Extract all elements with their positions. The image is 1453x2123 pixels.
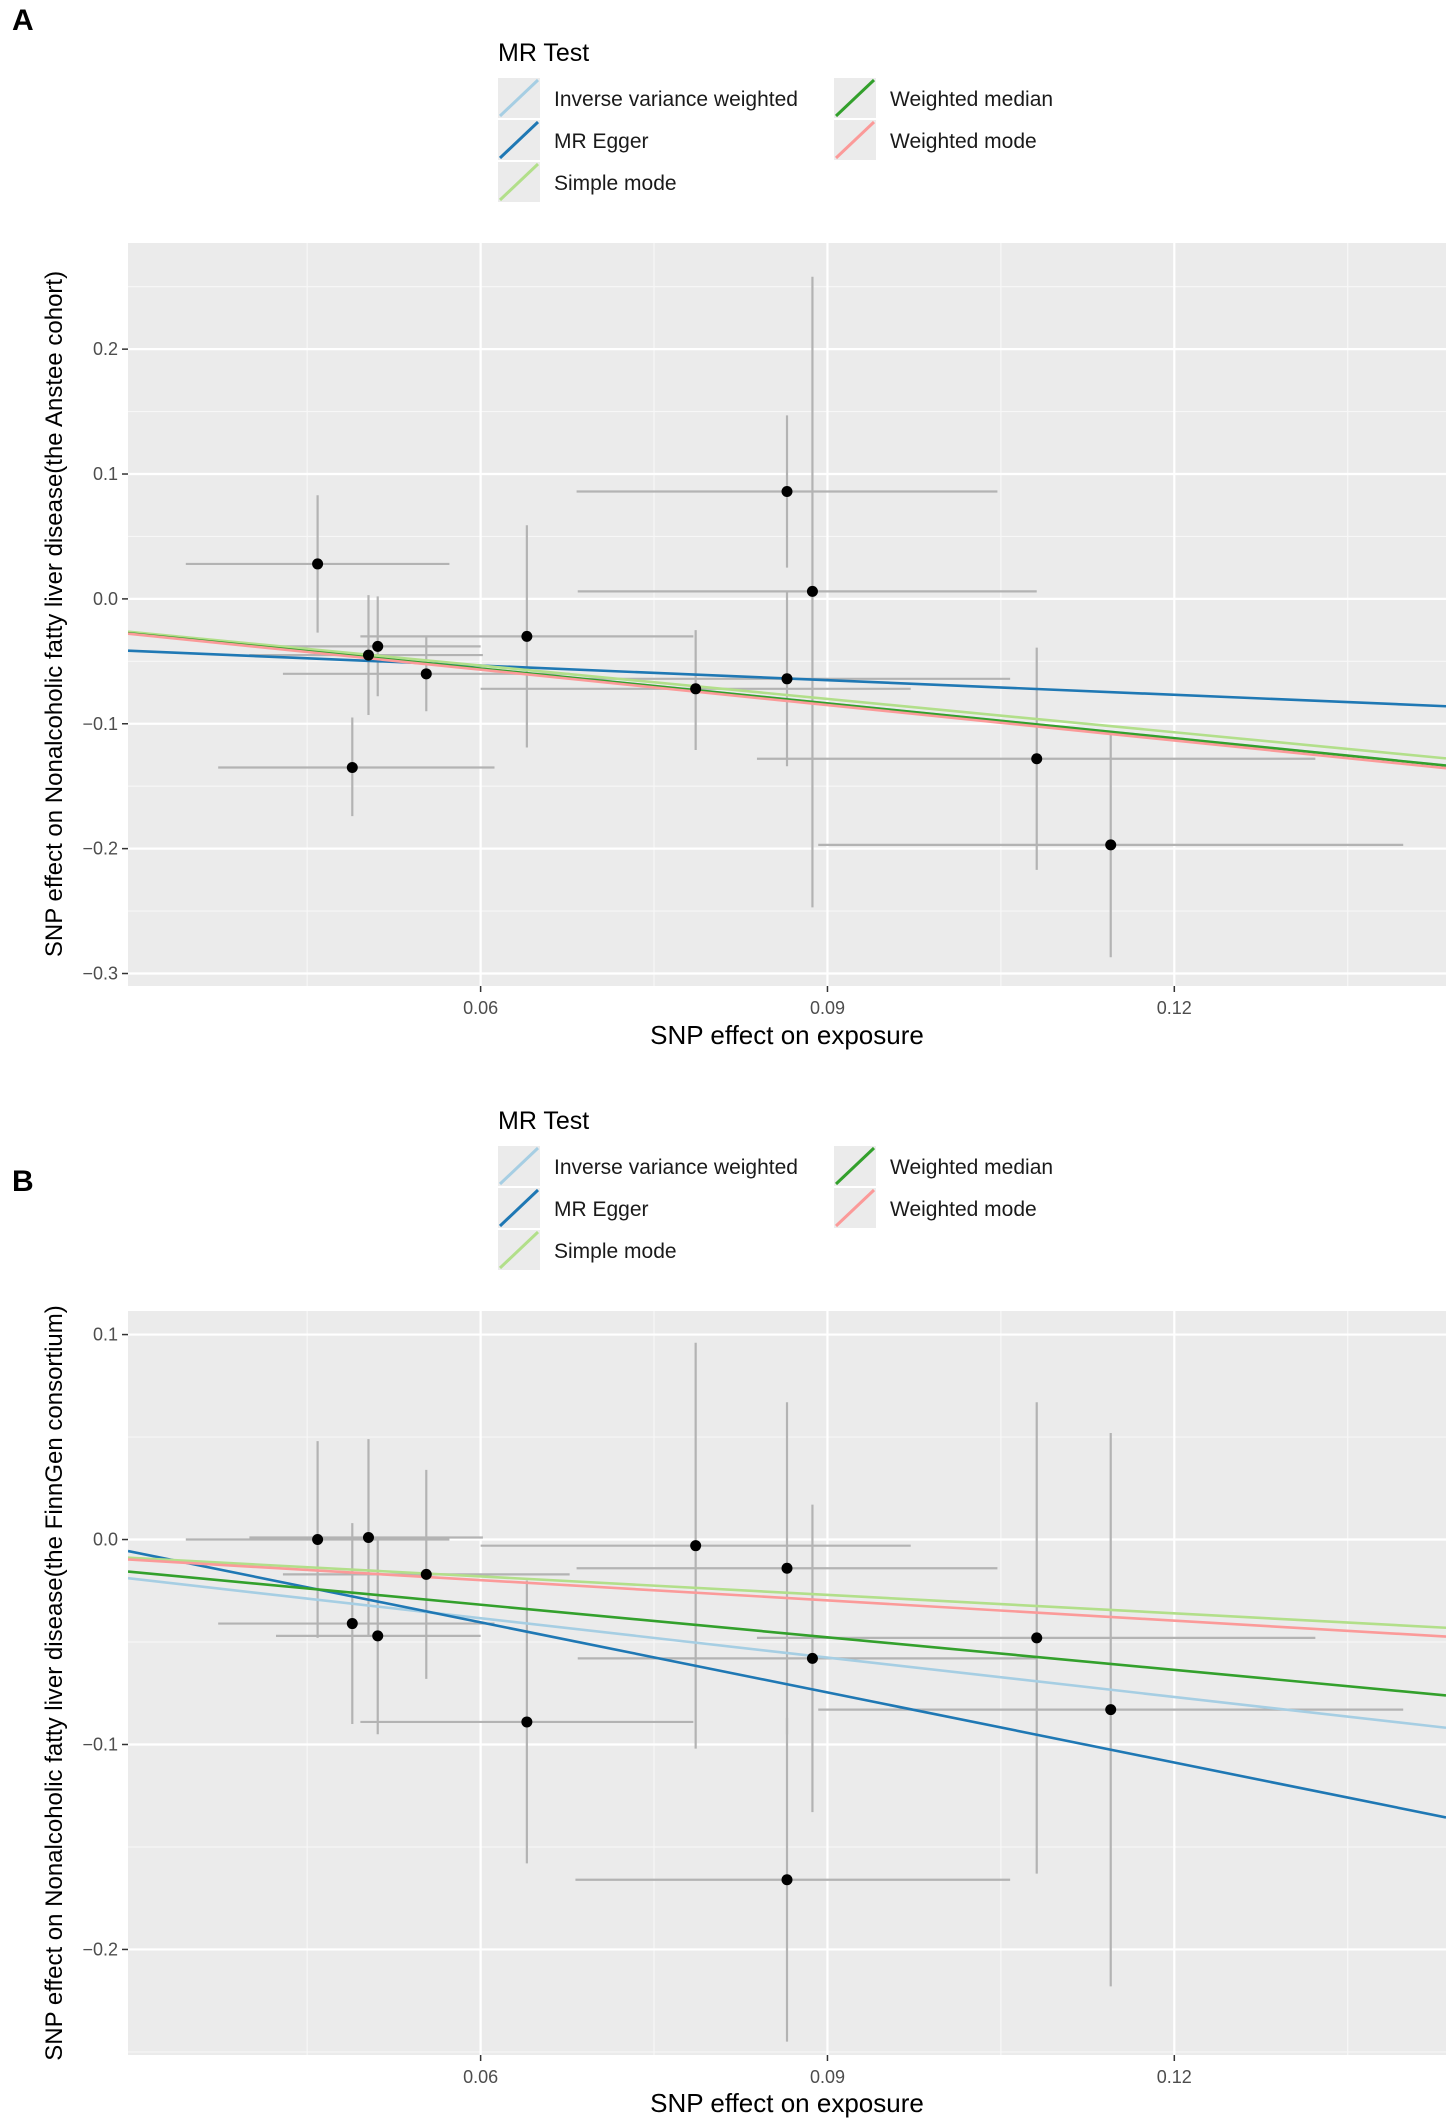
legend-label: MR Egger [554, 130, 649, 153]
regression-line-inverse-variance-weighted [128, 1576, 1446, 1730]
x-tick-label: 0.09 [810, 2067, 845, 2087]
legend-label: Simple mode [554, 1240, 677, 1263]
data-point [420, 668, 432, 680]
plot-area [128, 243, 1446, 986]
data-point [806, 1652, 818, 1664]
regression-line-simple-mode [128, 1556, 1446, 1630]
legend-label: Weighted mode [890, 130, 1037, 153]
legend-label: Inverse variance weighted [554, 1156, 798, 1179]
regression-line-weighted-mode [128, 632, 1446, 770]
y-tick-label: −0.2 [82, 839, 118, 859]
y-tick-label: 0.1 [93, 1325, 118, 1345]
legend-swatch [834, 78, 876, 118]
data-point [312, 558, 324, 570]
x-axis-title: SNP effect on exposure [650, 1020, 924, 1050]
data-point [690, 683, 702, 695]
legend-item-weighted-mode: Weighted mode [834, 1188, 1037, 1228]
legend-swatch [834, 1146, 876, 1186]
y-tick-label: 0.2 [93, 339, 118, 359]
data-point [1031, 753, 1043, 765]
y-tick-label: 0.1 [93, 464, 118, 484]
panel-label: B [12, 1165, 34, 1198]
data-point [781, 485, 793, 497]
data-point [420, 1568, 432, 1580]
legend-item-simple-mode: Simple mode [498, 162, 677, 202]
legend-label: Weighted median [890, 88, 1053, 111]
y-tick-label: −0.1 [82, 1734, 118, 1754]
plot-area [128, 1311, 1446, 2055]
axes: 0.06 0.09 0.12 0.2 0.1 0.0 −0.1 −0.2 −0.3 [82, 339, 1191, 1018]
data-point [346, 761, 358, 773]
legend-item-inverse-variance-weighted: Inverse variance weighted [498, 1146, 798, 1186]
x-axis-title: SNP effect on exposure [650, 2088, 924, 2118]
data-point [806, 585, 818, 597]
legend-item-simple-mode: Simple mode [498, 1230, 677, 1270]
legend-item-mr-egger: MR Egger [498, 1188, 649, 1228]
legend-swatch [498, 1146, 540, 1186]
panel-label: A [12, 4, 34, 37]
regression-line-weighted-median [128, 1570, 1446, 1697]
legend-title: MR Test [498, 39, 589, 67]
legend-label: Inverse variance weighted [554, 88, 798, 111]
legend-item-weighted-median: Weighted median [834, 1146, 1053, 1186]
legend-swatch [498, 120, 540, 160]
legend-swatch [498, 78, 540, 118]
x-tick-label: 0.09 [810, 998, 845, 1018]
y-tick-label: 0.0 [93, 589, 118, 609]
legend-swatch [498, 162, 540, 202]
data-point [521, 1716, 533, 1728]
data-point [312, 1534, 324, 1546]
legend-item-inverse-variance-weighted: Inverse variance weighted [498, 78, 798, 118]
data-marks [128, 1342, 1446, 2042]
legend-item-weighted-mode: Weighted mode [834, 120, 1037, 160]
y-tick-label: −0.2 [82, 1939, 118, 1959]
data-point [781, 1562, 793, 1574]
regression-line-weighted-mode [128, 1558, 1446, 1638]
legend-label: Weighted mode [890, 1198, 1037, 1221]
legend-swatch [834, 120, 876, 160]
legend-label: MR Egger [554, 1198, 649, 1221]
x-tick-label: 0.06 [463, 998, 498, 1018]
y-tick-label: −0.3 [82, 964, 118, 984]
legend: MR Test Inverse variance weighted MR Egg… [498, 1107, 1053, 1270]
data-point [690, 1540, 702, 1552]
legend-label: Simple mode [554, 172, 677, 195]
legend-label: Weighted median [890, 1156, 1053, 1179]
data-point [346, 1618, 358, 1630]
axes: 0.06 0.09 0.12 0.1 0.0 −0.1 −0.2 [82, 1325, 1191, 2087]
data-point [372, 640, 384, 652]
y-tick-label: 0.0 [93, 1530, 118, 1550]
data-point [781, 673, 793, 685]
y-axis-title: SNP effect on Nonalcoholic fatty liver d… [41, 1305, 68, 2060]
data-point [1105, 1704, 1117, 1716]
legend-swatch [834, 1188, 876, 1228]
legend: MR Test Inverse variance weighted MR Egg… [498, 39, 1053, 202]
data-point [362, 649, 374, 661]
data-point [1031, 1632, 1043, 1644]
legend-swatch [498, 1188, 540, 1228]
data-marks [128, 276, 1446, 958]
panel-a: A MR Test Inverse variance weighted MR E… [12, 4, 1446, 1050]
y-tick-label: −0.1 [82, 714, 118, 734]
legend-item-weighted-median: Weighted median [834, 78, 1053, 118]
panel-b: B MR Test Inverse variance weighted MR E… [12, 1107, 1446, 2118]
x-tick-label: 0.12 [1157, 998, 1192, 1018]
regression-line-mr-egger [128, 1549, 1446, 1819]
legend-swatch [498, 1230, 540, 1270]
data-point [781, 1874, 793, 1886]
legend-item-mr-egger: MR Egger [498, 120, 649, 160]
data-point [362, 1531, 374, 1543]
data-point [372, 1630, 384, 1642]
legend-title: MR Test [498, 1107, 589, 1135]
regression-line-simple-mode [128, 630, 1446, 760]
data-point [1105, 839, 1117, 851]
y-axis-title: SNP effect on Nonalcoholic fatty liver d… [41, 271, 68, 957]
data-point [521, 630, 533, 642]
x-tick-label: 0.12 [1157, 2067, 1192, 2087]
x-tick-label: 0.06 [463, 2067, 498, 2087]
